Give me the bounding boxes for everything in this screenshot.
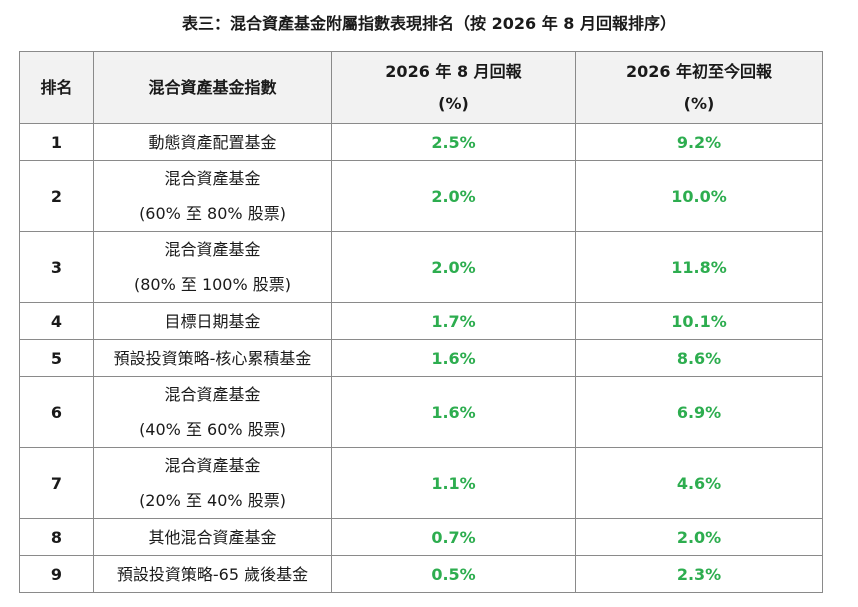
aug-return-cell: 2.5% bbox=[331, 123, 576, 161]
ranking-table: 排名 混合資產基金指數 2026 年 8 月回報 (%) 2026 年初至今回報… bbox=[19, 51, 823, 593]
table-row: 1 動態資產配置基金 2.5% 9.2% bbox=[19, 123, 823, 161]
index-name-cell: 預設投資策略-核心累積基金 bbox=[93, 339, 332, 377]
rank-cell: 1 bbox=[19, 123, 94, 161]
index-name-line: 預設投資策略-核心累積基金 bbox=[113, 348, 312, 368]
index-name-line: 預設投資策略-65 歲後基金 bbox=[116, 564, 309, 584]
header-ytd-return-unit: (%) bbox=[683, 93, 715, 113]
index-name-line: (40% 至 60% 股票) bbox=[139, 420, 286, 439]
index-name-cell: 動態資產配置基金 bbox=[93, 123, 332, 161]
table-body: 1 動態資產配置基金 2.5% 9.2% 2 混合資產基金 (60% 至 80% 股票) 2.… bbox=[19, 123, 823, 593]
index-name-cell: 目標日期基金 bbox=[93, 302, 332, 340]
index-name-line: (80% 至 100% 股票) bbox=[133, 275, 292, 294]
ytd-return-cell: 2.0% bbox=[575, 518, 823, 556]
rank-cell: 5 bbox=[19, 339, 94, 377]
ytd-return-cell: 6.9% bbox=[575, 376, 823, 448]
rank-cell: 9 bbox=[19, 555, 94, 593]
index-name-line: 混合資產基金 bbox=[164, 240, 261, 259]
index-name-cell: 混合資產基金 (40% 至 60% 股票) bbox=[93, 376, 332, 448]
index-name-cell: 混合資產基金 (60% 至 80% 股票) bbox=[93, 160, 332, 232]
index-name-line: 目標日期基金 bbox=[164, 311, 261, 331]
index-name-line: (20% 至 40% 股票) bbox=[139, 491, 286, 510]
table-row: 4 目標日期基金 1.7% 10.1% bbox=[19, 302, 823, 340]
table-row: 5 預設投資策略-核心累積基金 1.6% 8.6% bbox=[19, 339, 823, 377]
ytd-return-cell: 8.6% bbox=[575, 339, 823, 377]
table-row: 6 混合資產基金 (40% 至 60% 股票) 1.6% 6.9% bbox=[19, 376, 823, 448]
index-name-line: (60% 至 80% 股票) bbox=[139, 204, 286, 223]
header-aug-return: 2026 年 8 月回報 (%) bbox=[331, 51, 576, 124]
ytd-return-cell: 2.3% bbox=[575, 555, 823, 593]
rank-cell: 6 bbox=[19, 376, 94, 448]
rank-cell: 2 bbox=[19, 160, 94, 232]
index-name-cell: 預設投資策略-65 歲後基金 bbox=[93, 555, 332, 593]
aug-return-cell: 0.7% bbox=[331, 518, 576, 556]
header-ytd-return: 2026 年初至今回報 (%) bbox=[575, 51, 823, 124]
aug-return-cell: 0.5% bbox=[331, 555, 576, 593]
rank-cell: 3 bbox=[19, 231, 94, 303]
ytd-return-cell: 9.2% bbox=[575, 123, 823, 161]
index-name-cell: 其他混合資產基金 bbox=[93, 518, 332, 556]
aug-return-cell: 1.6% bbox=[331, 376, 576, 448]
table-row: 3 混合資產基金 (80% 至 100% 股票) 2.0% 11.8% bbox=[19, 231, 823, 303]
table-header-row: 排名 混合資產基金指數 2026 年 8 月回報 (%) 2026 年初至今回報… bbox=[19, 51, 823, 124]
aug-return-cell: 1.6% bbox=[331, 339, 576, 377]
index-name-line: 混合資產基金 bbox=[164, 385, 261, 404]
header-aug-return-unit: (%) bbox=[438, 93, 469, 113]
table-row: 9 預設投資策略-65 歲後基金 0.5% 2.3% bbox=[19, 555, 823, 593]
header-rank: 排名 bbox=[19, 51, 94, 124]
ytd-return-cell: 4.6% bbox=[575, 447, 823, 519]
ytd-return-cell: 10.1% bbox=[575, 302, 823, 340]
table-title: 表三：混合資產基金附屬指數表現排名（按 2026 年 8 月回報排序） bbox=[182, 14, 676, 33]
rank-cell: 8 bbox=[19, 518, 94, 556]
index-name-line: 混合資產基金 bbox=[164, 456, 261, 475]
rank-cell: 7 bbox=[19, 447, 94, 519]
aug-return-cell: 2.0% bbox=[331, 160, 576, 232]
index-name-cell: 混合資產基金 (80% 至 100% 股票) bbox=[93, 231, 332, 303]
ytd-return-cell: 10.0% bbox=[575, 160, 823, 232]
ytd-return-cell: 11.8% bbox=[575, 231, 823, 303]
aug-return-cell: 1.1% bbox=[331, 447, 576, 519]
aug-return-cell: 1.7% bbox=[331, 302, 576, 340]
header-ytd-return-label: 2026 年初至今回報 bbox=[625, 61, 773, 81]
header-aug-return-label: 2026 年 8 月回報 bbox=[385, 61, 522, 81]
header-index-name: 混合資產基金指數 bbox=[93, 51, 332, 124]
index-name-line: 其他混合資產基金 bbox=[148, 527, 277, 547]
table-row: 8 其他混合資產基金 0.7% 2.0% bbox=[19, 518, 823, 556]
table-row: 2 混合資產基金 (60% 至 80% 股票) 2.0% 10.0% bbox=[19, 160, 823, 232]
aug-return-cell: 2.0% bbox=[331, 231, 576, 303]
index-name-line: 動態資產配置基金 bbox=[148, 132, 277, 152]
rank-cell: 4 bbox=[19, 302, 94, 340]
index-name-cell: 混合資產基金 (20% 至 40% 股票) bbox=[93, 447, 332, 519]
index-name-line: 混合資產基金 bbox=[164, 169, 261, 188]
table-row: 7 混合資產基金 (20% 至 40% 股票) 1.1% 4.6% bbox=[19, 447, 823, 519]
